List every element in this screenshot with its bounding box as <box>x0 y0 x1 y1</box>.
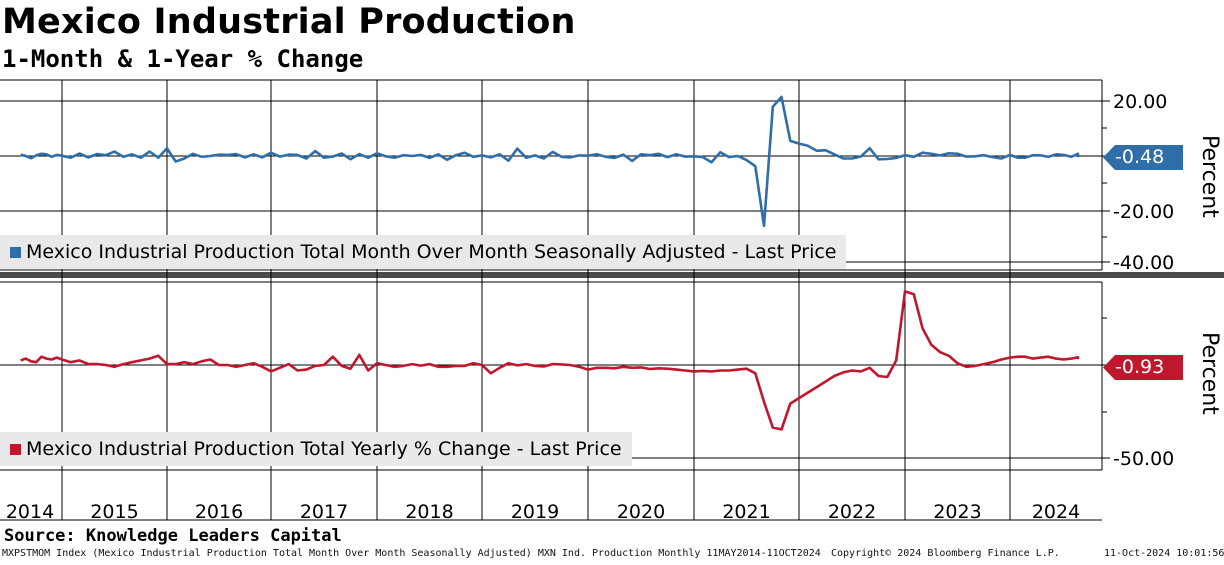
footer-timestamp: 11-Oct-2024 10:01:56 <box>1104 548 1224 559</box>
x-tick-label: 2023 <box>933 501 981 523</box>
x-tick-label: 2014 <box>6 501 54 523</box>
source-note: Source: Knowledge Leaders Capital <box>4 526 342 546</box>
x-tick-label: 2017 <box>300 501 348 523</box>
x-tick-label: 2018 <box>405 501 453 523</box>
x-tick-label: 2020 <box>617 501 665 523</box>
x-tick-label: 2024 <box>1032 501 1080 523</box>
y-tick-label-top: -40.00 <box>1113 252 1174 274</box>
x-tick-label: 2015 <box>90 501 138 523</box>
legend-yoy-label: Mexico Industrial Production Total Yearl… <box>26 438 622 460</box>
chart-title: Mexico Industrial Production <box>2 2 576 42</box>
last-value-tag-yoy: -0.93 <box>1103 355 1183 380</box>
chart-subtitle: 1-Month & 1-Year % Change <box>2 45 364 73</box>
legend-mom-swatch <box>10 247 21 258</box>
x-tick-label: 2021 <box>722 501 770 523</box>
y-tick-label-top: -20.00 <box>1113 201 1174 223</box>
y-axis-label-bottom: Percent <box>1197 332 1222 415</box>
x-tick-label: 2019 <box>511 501 559 523</box>
y-axis-label-top: Percent <box>1197 135 1222 218</box>
series-line-yoy <box>20 290 1080 431</box>
legend-yoy-swatch <box>10 444 21 455</box>
footer-copyright: Copyright© 2024 Bloomberg Finance L.P. <box>831 548 1060 559</box>
y-tick-label-top: 20.00 <box>1113 91 1167 113</box>
last-value-tag-mom: -0.48 <box>1103 145 1183 170</box>
panel-divider <box>0 272 1224 278</box>
y-tick-label-bottom: -50.00 <box>1113 448 1174 470</box>
legend-mom: Mexico Industrial Production Total Month… <box>0 235 847 269</box>
legend-yoy: Mexico Industrial Production Total Yearl… <box>0 432 632 466</box>
x-tick-label: 2022 <box>828 501 876 523</box>
footer-ticker-info: MXPSTMOM Index (Mexico Industrial Produc… <box>2 548 821 559</box>
series-line-mom <box>20 95 1080 228</box>
legend-mom-label: Mexico Industrial Production Total Month… <box>26 241 837 263</box>
x-tick-label: 2016 <box>195 501 243 523</box>
